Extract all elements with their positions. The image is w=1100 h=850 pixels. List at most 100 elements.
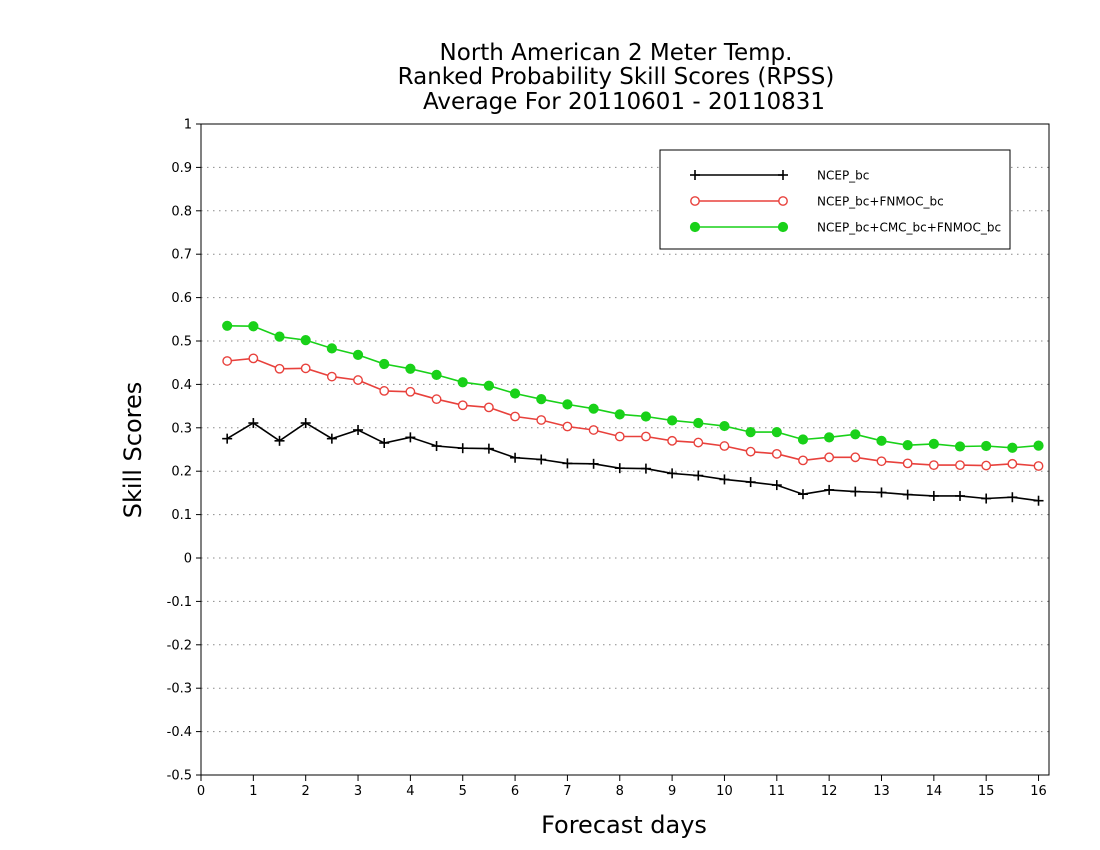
x-tick-label: 16 — [1030, 784, 1047, 799]
x-tick-label: 9 — [668, 784, 676, 799]
y-tick-label: 1 — [184, 118, 192, 133]
data-point — [326, 343, 337, 354]
data-point — [902, 440, 913, 451]
data-point — [457, 377, 468, 388]
y-tick-label: -0.2 — [167, 638, 192, 653]
data-point — [850, 486, 861, 497]
data-point — [510, 452, 521, 463]
data-point — [326, 371, 337, 382]
data-point — [640, 463, 651, 474]
legend-entry: NCEP_bc+FNMOC_bc — [690, 195, 944, 209]
series-0 — [222, 418, 1044, 506]
x-tick-label: 13 — [873, 784, 890, 799]
y-tick-label: -0.4 — [167, 725, 192, 740]
data-point — [326, 433, 337, 444]
data-point — [1007, 492, 1018, 503]
x-axis-ticks: 0 1 2 3 4 5 6 7 8 9 10 11 12 13 14 15 16 — [197, 775, 1047, 799]
x-tick-label: 10 — [716, 784, 733, 799]
x-tick-label: 8 — [616, 784, 624, 799]
data-point — [745, 477, 756, 488]
x-tick-label: 4 — [406, 784, 414, 799]
y-axis-ticks: -0.5 -0.4 -0.3 -0.2 -0.1 0 0.1 0.2 0.3 0.4 0.5 0.6 0… — [167, 118, 201, 784]
data-point — [850, 452, 861, 463]
y-tick-label: 0.1 — [171, 508, 192, 523]
data-point — [222, 356, 233, 366]
x-tick-label: 14 — [926, 784, 943, 799]
legend-label: NCEP_bc — [817, 169, 869, 183]
data-point — [955, 490, 966, 501]
data-point — [928, 460, 939, 471]
x-tick-label: 2 — [302, 784, 310, 799]
data-point — [536, 454, 547, 465]
data-point — [484, 402, 494, 413]
data-point — [876, 435, 887, 446]
data-point — [274, 331, 285, 342]
data-point — [745, 446, 756, 457]
data-point — [824, 432, 835, 443]
data-point — [483, 380, 495, 391]
data-point — [222, 320, 233, 331]
data-point — [405, 363, 416, 374]
data-point — [719, 420, 730, 432]
x-tick-label: 5 — [459, 784, 467, 799]
data-point — [745, 427, 756, 438]
data-point — [667, 415, 678, 426]
legend-label: NCEP_bc+FNMOC_bc — [817, 195, 944, 209]
x-tick-label: 1 — [249, 784, 257, 799]
data-point — [719, 441, 730, 451]
data-point — [1033, 495, 1044, 506]
data-point — [693, 437, 704, 448]
legend-entry: NCEP_bc+CMC_bc+FNMOC_bc — [689, 221, 1001, 235]
data-point — [510, 411, 520, 422]
data-point — [457, 400, 468, 411]
legend-entry: NCEP_bc — [690, 169, 869, 183]
legend-label: NCEP_bc+CMC_bc+FNMOC_bc — [817, 221, 1001, 235]
data-point — [981, 460, 992, 471]
data-point — [562, 399, 573, 410]
y-tick-label: 0.3 — [171, 421, 192, 436]
chart-title: North American 2 Meter Temp. Ranked Prob… — [398, 40, 835, 115]
data-point — [771, 427, 782, 438]
data-point — [928, 438, 939, 449]
x-tick-label: 12 — [821, 784, 838, 799]
x-axis-title: Forecast days — [541, 811, 707, 839]
y-tick-label: 0.8 — [171, 204, 192, 219]
y-tick-label: 0 — [184, 552, 192, 567]
data-point — [614, 409, 625, 420]
data-point — [928, 490, 939, 501]
y-tick-label: -0.1 — [167, 595, 192, 610]
data-point — [379, 437, 390, 448]
legend-marker — [690, 170, 700, 180]
legend-marker — [777, 221, 789, 233]
x-tick-label: 15 — [978, 784, 995, 799]
legend-marker — [690, 196, 700, 206]
data-point — [640, 411, 652, 422]
x-tick-label: 6 — [511, 784, 519, 799]
data-point — [824, 452, 835, 463]
legend-marker — [778, 196, 788, 206]
data-point — [797, 434, 809, 445]
data-point — [588, 403, 599, 414]
data-point — [850, 429, 861, 440]
data-point — [614, 463, 625, 474]
grid — [201, 166, 1049, 733]
data-point — [222, 433, 233, 444]
data-point — [457, 443, 468, 454]
data-point — [352, 349, 364, 360]
data-point — [588, 425, 599, 435]
y-tick-label: -0.3 — [167, 682, 192, 697]
y-tick-label: 0.2 — [171, 465, 192, 480]
data-point — [588, 458, 599, 469]
series-line — [227, 357, 1039, 467]
data-point — [1007, 458, 1018, 469]
y-axis-title: Skill Scores — [119, 382, 147, 519]
data-point — [771, 448, 782, 459]
legend-marker — [689, 221, 701, 233]
x-tick-label: 7 — [563, 784, 571, 799]
x-tick-label: 11 — [769, 784, 786, 799]
data-point — [719, 474, 730, 485]
data-point — [798, 455, 808, 466]
series-line — [227, 325, 1039, 449]
data-point — [614, 431, 625, 442]
